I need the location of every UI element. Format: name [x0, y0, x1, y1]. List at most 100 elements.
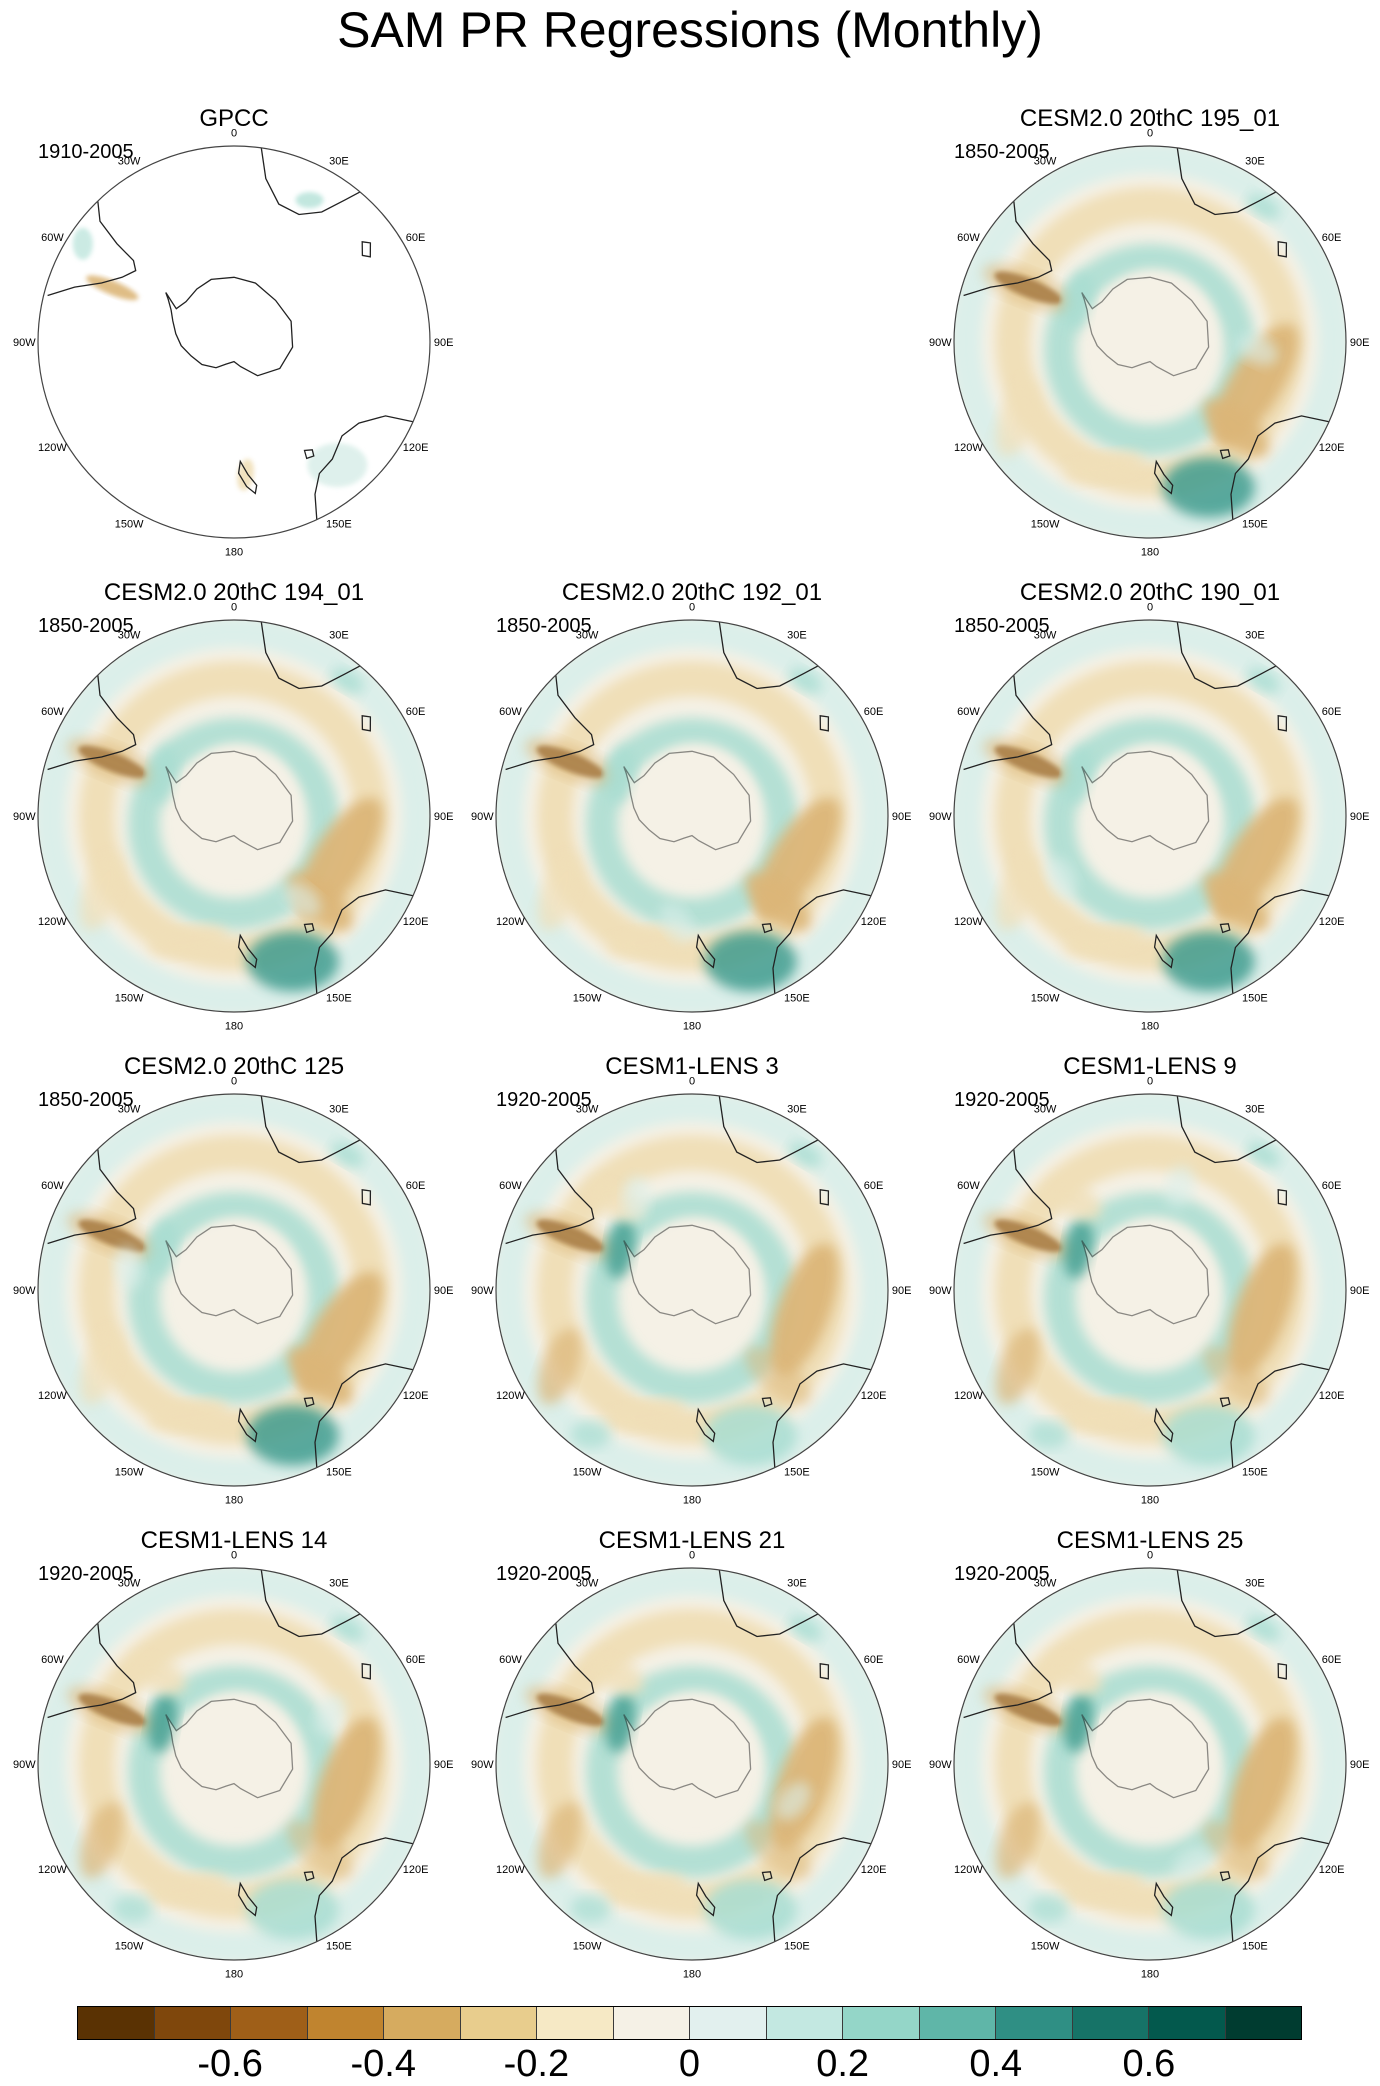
- longitude-label: 60W: [957, 1654, 980, 1666]
- anomaly-blob: [148, 925, 228, 957]
- outer-band: [38, 1568, 430, 1960]
- antarctica-coast: [165, 276, 294, 377]
- coastline: [361, 1663, 372, 1680]
- coastline: [260, 621, 361, 690]
- longitude-label: 150W: [115, 1941, 144, 1953]
- outer-band: [38, 1094, 430, 1486]
- coastline: [505, 1148, 595, 1245]
- longitude-label: 120W: [38, 442, 67, 454]
- coastline: [1277, 241, 1288, 258]
- anomaly-blob: [147, 745, 178, 805]
- panel-title: CESM2.0 20thC 195_01: [1020, 105, 1280, 132]
- colorbar-swatch: [1225, 2007, 1301, 2039]
- outer-band: [954, 146, 1346, 538]
- longitude-label: 90W: [13, 1285, 36, 1297]
- longitude-label: 180: [683, 1969, 701, 1981]
- anomaly-blob: [67, 1212, 158, 1260]
- coastline: [718, 1095, 819, 1164]
- coastline: [1176, 621, 1277, 690]
- colorbar-swatch: [231, 2007, 308, 2039]
- coastline: [761, 1397, 773, 1408]
- coastline: [1219, 923, 1231, 934]
- longitude-label: 120E: [1319, 442, 1345, 454]
- anomaly-blob: [570, 1420, 611, 1449]
- longitude-label: 120E: [1319, 916, 1345, 928]
- anomaly-blob: [995, 1328, 1040, 1405]
- coastline: [47, 1622, 137, 1719]
- coastline: [963, 1148, 1053, 1245]
- coastline: [1176, 147, 1277, 216]
- antarctica-coast: [1081, 1698, 1210, 1799]
- anomaly-blob: [537, 1328, 582, 1405]
- anomaly-blob: [112, 1894, 153, 1923]
- coastline: [237, 1407, 258, 1443]
- coastline: [1277, 1663, 1288, 1680]
- longitude-label: 60W: [957, 1180, 980, 1192]
- coastline: [819, 1189, 830, 1206]
- anomaly-blob: [307, 443, 368, 488]
- longitude-label: 30W: [1034, 1103, 1057, 1115]
- anomaly-blob: [1063, 1219, 1094, 1279]
- anomaly-blob: [331, 1142, 364, 1168]
- coastline: [963, 200, 1053, 297]
- coastline: [1277, 1189, 1288, 1206]
- coastline: [314, 1363, 414, 1468]
- longitude-label: 30E: [1245, 155, 1265, 167]
- anomaly-blob: [295, 192, 324, 209]
- anomaly-blob: [1063, 1693, 1094, 1753]
- map-panel: CESM1-LENS 14 1920-2005 0 30E 60E 90E 120E 150E…: [13, 1527, 454, 1981]
- longitude-label: 180: [1141, 547, 1159, 559]
- coastline: [505, 674, 595, 771]
- anomaly-blob: [745, 1820, 811, 1880]
- anomaly-blob: [1203, 1820, 1269, 1880]
- anomaly-blob: [789, 1142, 822, 1168]
- outer-band: [496, 620, 888, 1012]
- longitude-label: 150W: [1031, 993, 1060, 1005]
- antarctica-coast: [165, 750, 294, 851]
- coastline: [1219, 1871, 1231, 1882]
- coastline: [237, 933, 258, 969]
- longitude-label: 120E: [403, 1864, 429, 1876]
- anomaly-blob: [769, 1243, 839, 1377]
- longitude-label: 30E: [1245, 1103, 1265, 1115]
- coastline: [237, 459, 258, 495]
- outer-band: [954, 1094, 1346, 1486]
- coastline: [1230, 1363, 1330, 1468]
- anomaly-blob: [147, 1219, 178, 1279]
- anomaly-blob: [1028, 1894, 1069, 1923]
- anomaly-blob: [605, 1219, 636, 1279]
- coastline: [314, 415, 414, 520]
- longitude-label: 60W: [41, 1654, 64, 1666]
- anomaly-blob: [983, 264, 1074, 312]
- anomaly-blob: [1165, 1164, 1195, 1209]
- coastline: [718, 621, 819, 690]
- coastline: [819, 715, 830, 732]
- longitude-label: 0: [231, 127, 237, 139]
- colorbar-swatch: [78, 2007, 155, 2039]
- colorbar-tick-label: 0.4: [969, 2043, 1023, 2085]
- longitude-label: 30W: [576, 1577, 599, 1589]
- longitude-label: 60E: [1322, 1654, 1342, 1666]
- anomaly-blob: [1227, 1243, 1297, 1377]
- longitude-label: 150W: [1031, 519, 1060, 531]
- anomaly-blob: [1047, 1653, 1102, 1695]
- anomaly-blob: [311, 1717, 381, 1851]
- longitude-label: 120W: [954, 1390, 983, 1402]
- longitude-label: 180: [1141, 1021, 1159, 1033]
- polar-band: [586, 718, 798, 930]
- longitude-label: 90W: [13, 337, 36, 349]
- longitude-label: 120E: [403, 1390, 429, 1402]
- coastline: [1277, 715, 1288, 732]
- longitude-label: 120E: [861, 916, 887, 928]
- anomaly-blob: [606, 925, 686, 957]
- coastline: [761, 1871, 773, 1882]
- longitude-label: 150E: [784, 1467, 810, 1479]
- longitude-label: 0: [1147, 601, 1153, 613]
- anomaly-blob: [147, 1693, 178, 1753]
- anomaly-blob: [983, 1212, 1074, 1260]
- coastline: [963, 674, 1053, 771]
- figure-title: SAM PR Regressions (Monthly): [337, 2, 1043, 58]
- map-border: [495, 1093, 889, 1487]
- longitude-label: 120W: [38, 916, 67, 928]
- longitude-label: 90W: [13, 1759, 36, 1771]
